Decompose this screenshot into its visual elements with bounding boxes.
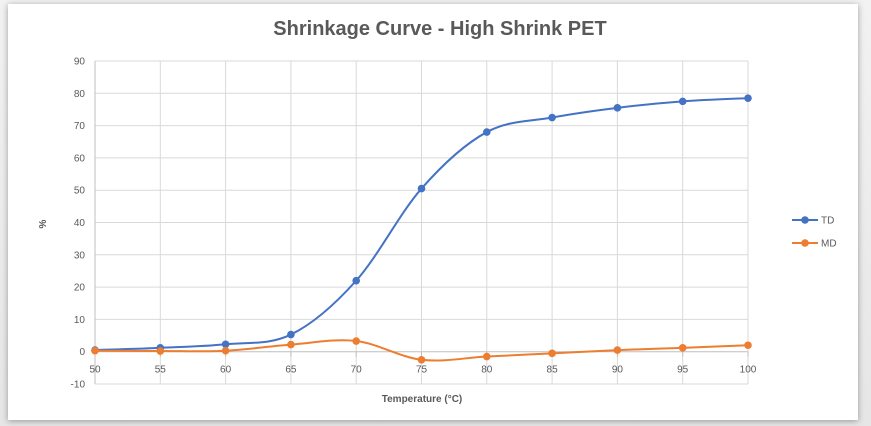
x-tick-label: 65 bbox=[285, 365, 297, 376]
data-point-md bbox=[613, 346, 622, 354]
data-point-md bbox=[91, 346, 99, 355]
y-tick-label: 80 bbox=[74, 89, 86, 100]
y-tick-label: 60 bbox=[74, 153, 86, 164]
y-tick-label: 0 bbox=[79, 347, 85, 358]
y-tick-label: 30 bbox=[74, 250, 86, 261]
data-point-td bbox=[744, 94, 752, 102]
x-tick-label: 100 bbox=[740, 365, 757, 376]
gridlines bbox=[95, 60, 749, 385]
x-tick-label: 55 bbox=[155, 365, 167, 376]
data-point-td bbox=[678, 97, 687, 106]
x-tick-label: 50 bbox=[89, 365, 101, 376]
data-point-md bbox=[744, 341, 752, 350]
x-tick-label: 85 bbox=[547, 365, 559, 376]
data-point-td bbox=[221, 340, 230, 349]
legend-label-md: MD bbox=[821, 239, 837, 250]
x-tick-label: 80 bbox=[481, 365, 493, 376]
x-tick-label: 70 bbox=[351, 365, 363, 376]
data-point-md bbox=[352, 337, 361, 345]
y-tick-label: 10 bbox=[74, 315, 86, 326]
x-tick-label: 75 bbox=[416, 365, 428, 376]
data-point-md bbox=[417, 355, 426, 364]
x-tick-label: 95 bbox=[677, 365, 689, 376]
legend-marker-md bbox=[801, 239, 809, 247]
y-tick-labels: -10 0 10 20 30 40 50 60 70 80 90 bbox=[71, 57, 86, 391]
data-point-md bbox=[156, 347, 165, 355]
x-tick-label: 60 bbox=[220, 365, 232, 376]
data-point-td bbox=[352, 276, 361, 285]
y-tick-label: 50 bbox=[74, 186, 86, 197]
x-tick-label: 90 bbox=[612, 365, 624, 376]
data-point-md bbox=[678, 344, 687, 352]
data-point-td bbox=[417, 184, 426, 193]
series-group bbox=[91, 94, 752, 364]
legend-marker-td bbox=[801, 216, 809, 224]
data-point-td bbox=[548, 113, 556, 122]
y-tick-label: -10 bbox=[71, 380, 86, 391]
legend-label-td: TD bbox=[821, 216, 834, 227]
y-axis-label: % bbox=[38, 219, 49, 228]
y-tick-label: 40 bbox=[74, 218, 86, 229]
data-point-td bbox=[287, 330, 295, 339]
data-point-td bbox=[483, 128, 491, 136]
legend: TD MD bbox=[792, 216, 837, 250]
y-tick-label: 70 bbox=[74, 121, 86, 132]
data-point-md bbox=[548, 349, 556, 358]
data-point-md bbox=[483, 352, 491, 361]
data-point-td bbox=[613, 104, 622, 112]
y-tick-label: 20 bbox=[74, 283, 86, 294]
y-tick-label: 90 bbox=[74, 57, 86, 68]
chart-title: Shrinkage Curve - High Shrink PET bbox=[273, 18, 606, 40]
data-point-md bbox=[221, 346, 230, 355]
x-tick-labels: 50 55 60 65 70 75 80 85 90 95 100 bbox=[89, 365, 756, 376]
data-point-md bbox=[287, 340, 295, 349]
x-axis-label: Temperature (°C) bbox=[382, 394, 463, 405]
